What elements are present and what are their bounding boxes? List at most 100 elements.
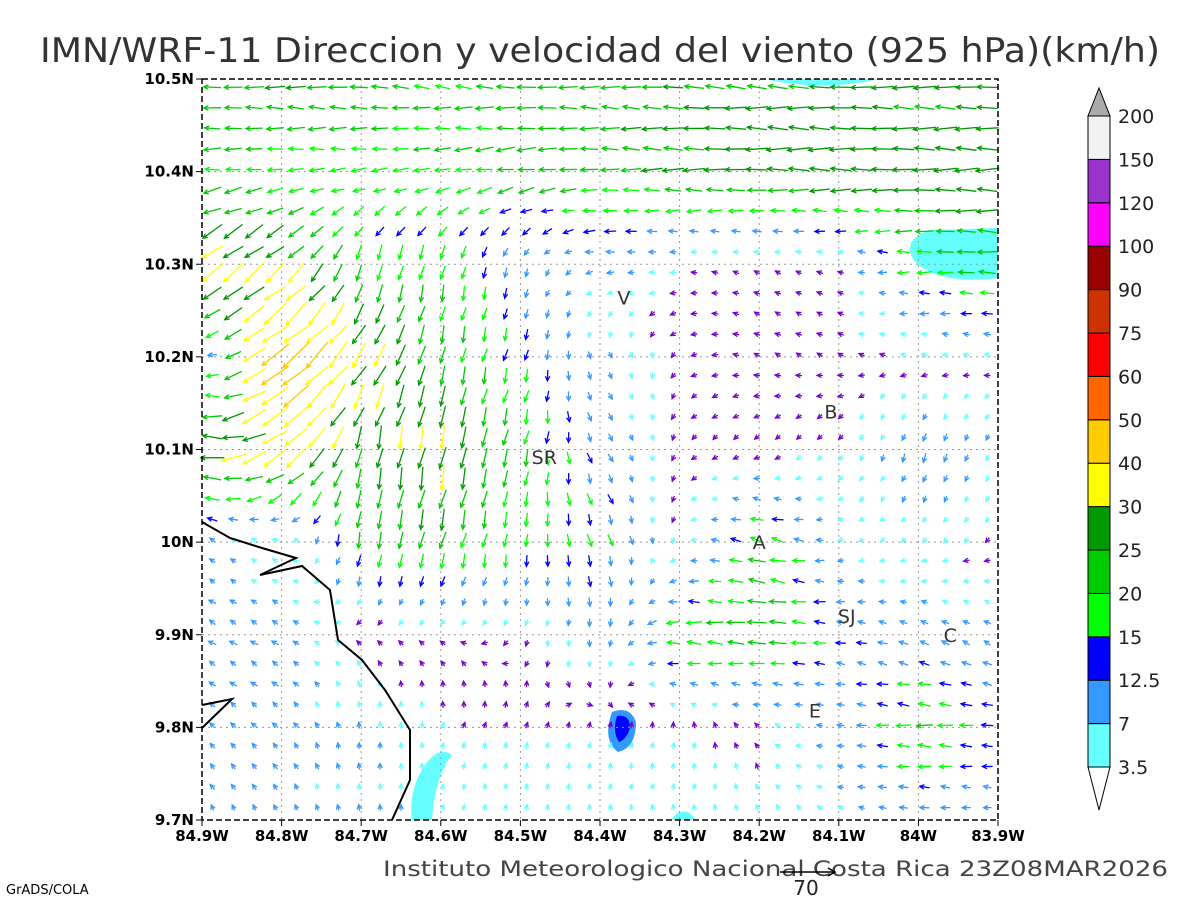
wind-vector <box>474 146 494 153</box>
wind-vector-head <box>935 228 942 234</box>
wind-vector-head <box>289 499 296 506</box>
wind-vector <box>355 264 363 282</box>
wind-vector-head <box>940 619 948 626</box>
wind-vector-head <box>438 463 444 470</box>
wind-vector <box>523 533 530 548</box>
wind-vector <box>271 557 279 564</box>
wind-vector <box>545 619 551 627</box>
wind-vector-head <box>984 413 991 420</box>
wind-vector-shaft <box>914 189 935 192</box>
wind-vector <box>377 576 383 588</box>
wind-vector-head <box>207 640 214 646</box>
city-label: A <box>753 532 766 554</box>
wind-vector-shaft <box>282 341 310 369</box>
wind-vector <box>725 83 746 90</box>
wind-vector-head <box>208 578 216 585</box>
wind-vector-head <box>982 804 989 811</box>
wind-vector <box>891 166 915 173</box>
wind-vector <box>815 393 823 399</box>
wind-vector-shaft <box>310 225 324 238</box>
wind-vector <box>983 372 991 379</box>
wind-vector <box>958 722 974 729</box>
city-label: SR <box>532 447 557 469</box>
wind-vector-head <box>229 558 236 564</box>
wind-vector-head <box>439 338 446 345</box>
wind-vector <box>954 84 978 91</box>
wind-vector <box>710 290 719 296</box>
wind-vector-shaft <box>982 312 993 315</box>
wind-vector <box>794 475 803 481</box>
wind-vector-head <box>494 105 502 112</box>
wind-vector-shaft <box>981 724 994 727</box>
wind-vector-head <box>942 516 949 523</box>
wind-vector-shaft <box>523 430 530 444</box>
wind-vector <box>287 187 304 194</box>
wind-vector-head <box>502 762 509 769</box>
wind-vector <box>649 434 655 442</box>
wind-vector-head <box>418 484 425 492</box>
wind-vector-shaft <box>545 431 550 444</box>
wind-vector <box>313 515 321 525</box>
wind-vector-head <box>919 640 926 646</box>
wind-vector <box>880 475 886 482</box>
wind-vector-shaft <box>333 263 343 282</box>
wind-vector-head <box>294 803 300 810</box>
colorbar-swatch <box>1087 158 1111 204</box>
wind-vector-head <box>963 537 970 544</box>
wind-vector-shaft <box>308 302 326 326</box>
wind-vector <box>241 433 266 442</box>
wind-vector <box>878 352 886 358</box>
wind-vector-shaft <box>851 188 872 192</box>
wind-vector-shaft <box>437 206 449 216</box>
wind-vector-head <box>545 620 551 627</box>
wind-vector <box>292 537 300 543</box>
wind-vector-head <box>857 557 864 564</box>
wind-vector <box>731 372 740 379</box>
wind-vector-head <box>544 375 551 383</box>
wind-vector <box>918 804 930 811</box>
wind-vector-head <box>870 166 877 173</box>
wind-vector <box>849 146 873 152</box>
wind-vector <box>941 372 949 378</box>
wind-vector-head <box>669 557 676 563</box>
wind-vector-shaft <box>440 425 446 450</box>
wind-vector-head <box>307 104 315 111</box>
wind-vector-head <box>223 146 231 153</box>
wind-vector <box>939 660 951 666</box>
wind-vector-head <box>202 189 209 195</box>
wind-vector-head <box>953 167 960 174</box>
wind-vector <box>260 365 290 386</box>
wind-vector-head <box>565 661 572 668</box>
wind-vector-head <box>750 681 758 687</box>
wind-vector-shaft <box>766 106 790 110</box>
wind-vector-shaft <box>420 284 424 302</box>
wind-vector <box>523 268 530 278</box>
wind-vector-shaft <box>645 209 660 212</box>
wind-vector-shaft <box>483 286 487 300</box>
wind-vector-head <box>957 269 964 276</box>
wind-vector-head <box>271 578 278 585</box>
wind-vector-head <box>629 599 635 606</box>
wind-vector-head <box>335 803 342 810</box>
wind-vector-head <box>223 233 230 240</box>
wind-vector-head <box>260 360 267 367</box>
wind-vector <box>335 782 341 791</box>
wind-vector <box>329 145 346 152</box>
wind-vector-shaft <box>983 682 993 687</box>
wind-vector-head <box>727 660 734 667</box>
wind-vector-shaft <box>871 127 894 130</box>
wind-vector-head <box>284 440 291 447</box>
wind-vector <box>669 557 677 563</box>
wind-vector-head <box>204 495 211 502</box>
wind-vector <box>646 228 658 235</box>
wind-vector-shaft <box>224 370 243 381</box>
wind-vector <box>353 226 364 238</box>
wind-vector <box>538 187 556 194</box>
wind-vector-shaft <box>202 434 223 440</box>
wind-vector-shaft <box>205 497 220 501</box>
wind-vector-head <box>565 761 572 769</box>
wind-vector <box>438 385 446 408</box>
wind-vector <box>816 352 823 358</box>
wind-vector-head <box>859 455 865 462</box>
wind-vector <box>453 105 473 112</box>
